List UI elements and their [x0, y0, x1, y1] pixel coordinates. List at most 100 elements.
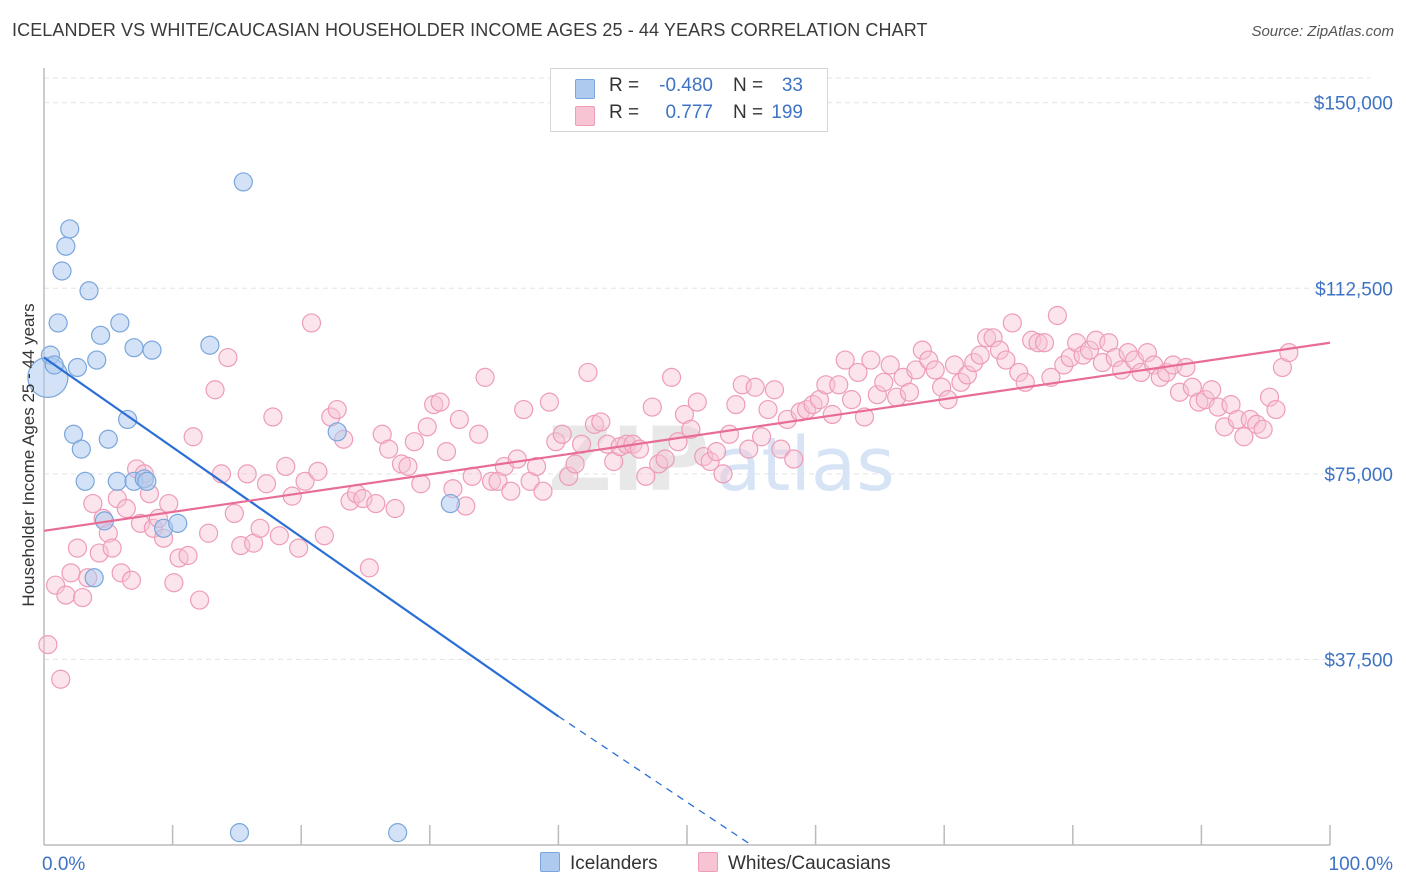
whites-point	[56, 585, 76, 605]
y-tick-label: $37,500	[1324, 650, 1393, 671]
blue-swatch	[575, 79, 595, 99]
whites-point	[1234, 427, 1254, 447]
y-tick-label: $150,000	[1314, 94, 1393, 115]
whites-point	[983, 328, 1003, 348]
whites-point	[327, 399, 347, 420]
whites-point	[159, 493, 179, 514]
legend-label-icelanders: Icelanders	[570, 853, 658, 874]
whites-point	[899, 382, 920, 402]
pink-swatch	[575, 106, 595, 126]
y-axis-label: Householder Income Ages 25 - 44 years	[19, 303, 38, 606]
whites-point	[130, 513, 151, 533]
whites-point	[751, 427, 772, 447]
icelanders-point	[90, 325, 111, 345]
icelanders-point	[110, 313, 130, 333]
whites-point	[1009, 362, 1029, 383]
series-legend: Icelanders Whites/Caucasians	[0, 852, 1406, 878]
whites-point	[111, 563, 131, 583]
whites-point	[1002, 313, 1022, 333]
whites-point	[89, 543, 109, 563]
whites-point	[164, 573, 184, 593]
whites-point	[636, 466, 656, 486]
whites-point	[1137, 343, 1157, 363]
whites-point	[417, 417, 437, 437]
whites-point	[546, 432, 566, 452]
icelanders-point	[56, 236, 76, 256]
whites-point	[1047, 305, 1067, 326]
whites-point	[353, 489, 373, 509]
icelanders-point	[107, 471, 127, 491]
whites-point	[507, 449, 527, 469]
icelanders-point	[233, 172, 253, 192]
icelanders-point	[48, 313, 68, 333]
whites-point	[919, 350, 939, 370]
whites-point	[655, 449, 675, 469]
whites-point	[996, 350, 1016, 370]
whites-point	[989, 340, 1010, 360]
whites-point	[183, 427, 203, 447]
icelanders-point	[327, 422, 347, 442]
whites-point	[848, 362, 868, 383]
whites-point	[719, 424, 740, 444]
whites-point	[379, 439, 399, 459]
whites-point	[289, 538, 309, 558]
legend-n-label: N =	[733, 102, 764, 123]
chart-title: ICELANDER VS WHITE/CAUCASIAN HOUSEHOLDER…	[12, 20, 928, 40]
whites-point	[301, 313, 322, 333]
whites-point	[1028, 333, 1048, 353]
whites-point	[784, 449, 804, 469]
whites-point	[706, 442, 727, 462]
legend-n-value: 33	[781, 75, 803, 96]
whites-point	[803, 394, 823, 415]
whites-point	[224, 503, 244, 524]
whites-point	[436, 442, 457, 462]
whites-point	[269, 526, 289, 546]
whites-point	[385, 498, 405, 519]
whites-point	[1266, 399, 1286, 420]
whites-point	[51, 669, 71, 689]
whites-point	[1259, 387, 1280, 407]
whites-point	[700, 451, 720, 472]
whites-point	[758, 399, 778, 420]
icelanders-point	[137, 471, 157, 491]
whites-point	[178, 545, 198, 566]
whites-point	[501, 481, 521, 501]
whites-point	[102, 538, 122, 558]
icelanders-point	[229, 823, 250, 843]
whites-point	[565, 454, 585, 474]
whites-point	[199, 523, 219, 543]
y-tick-labels: $37,500 $75,000 $112,500 $150,000	[1314, 94, 1393, 672]
whites-point	[906, 360, 926, 380]
legend-row-whites: R = 0.777 N = 199	[551, 100, 827, 128]
whites-point	[745, 377, 765, 397]
whites-point	[1054, 355, 1074, 375]
whites-point	[944, 355, 965, 375]
whites-point	[67, 538, 88, 558]
whites-point	[681, 419, 701, 439]
x-tick-label: 100.0%	[1329, 854, 1394, 875]
icelanders-point	[142, 340, 162, 360]
trend-lines	[43, 341, 1331, 846]
whites-point	[190, 590, 210, 610]
pink-swatch	[698, 852, 718, 872]
whites-point	[842, 390, 862, 410]
legend-label-whites: Whites/Caucasians	[728, 853, 891, 874]
whites-point	[661, 367, 682, 387]
whites-point	[121, 570, 142, 590]
whites-point	[263, 407, 283, 427]
icelanders-point	[98, 429, 118, 449]
icelanders-trend-line	[43, 356, 560, 718]
blue-swatch	[540, 852, 560, 872]
whites-point	[874, 372, 894, 392]
whites-point	[314, 526, 334, 546]
icelanders-trend-extension	[558, 715, 752, 846]
watermark-atlas: atlas	[716, 422, 895, 508]
whites-point	[449, 409, 469, 430]
whites-point	[256, 474, 277, 494]
whites-point	[880, 355, 900, 375]
whites-point	[964, 352, 984, 373]
whites-point	[398, 456, 418, 477]
legend-row-icelanders: R = -0.480 N = 33	[551, 73, 827, 101]
whites-point	[469, 424, 489, 444]
